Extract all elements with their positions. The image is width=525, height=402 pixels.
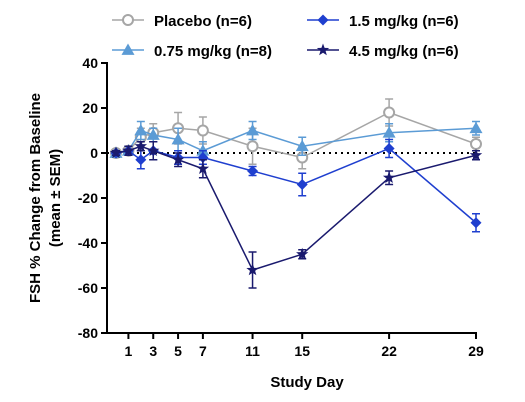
- data-point: [383, 106, 396, 119]
- data-point: [146, 128, 160, 140]
- series-0: [110, 98, 482, 170]
- data-point: [122, 144, 135, 157]
- data-point: [246, 263, 259, 276]
- x-tick-label: 1: [125, 343, 133, 359]
- legend-marker: [122, 14, 134, 26]
- data-point: [469, 148, 483, 161]
- data-point: [196, 144, 210, 156]
- x-tick-label: 7: [199, 343, 207, 359]
- legend-item-3: 4.5 mg/kg (n=6): [307, 43, 459, 60]
- data-point: [296, 179, 308, 190]
- x-tick-label: 29: [468, 343, 484, 359]
- y-tick-label: 40: [82, 55, 98, 71]
- x-tick-label: 3: [149, 343, 157, 359]
- data-point: [109, 146, 123, 159]
- plot-area: [109, 98, 483, 289]
- y-tick-label: 0: [90, 145, 98, 161]
- y-tick-label: -80: [78, 325, 98, 341]
- legend-label: 4.5 mg/kg (n=6): [349, 43, 459, 60]
- data-point: [470, 138, 482, 150]
- data-point: [196, 124, 209, 137]
- x-tick-label: 15: [294, 343, 310, 359]
- data-point: [135, 154, 147, 166]
- data-point: [246, 140, 259, 153]
- data-point: [469, 121, 483, 134]
- legend-label: 1.5 mg/kg (n=6): [349, 13, 459, 30]
- series-line: [115, 111, 477, 159]
- legend-marker: [316, 43, 330, 56]
- data-point: [147, 144, 160, 157]
- y-axis-label-line-1: FSH % Change from Baseline: [27, 93, 44, 303]
- series-3: [109, 139, 483, 289]
- data-point: [134, 139, 148, 152]
- data-point: [296, 247, 309, 260]
- series-line: [115, 145, 477, 271]
- legend-item-1: 0.75 mg/kg (n=8): [112, 43, 272, 60]
- chart-legend: Placebo (n=6) 0.75 mg/kg (n=8) 1.5 mg/kg (…: [112, 13, 459, 60]
- data-point: [246, 124, 260, 136]
- data-point: [196, 162, 210, 175]
- legend-item-0: Placebo (n=6): [112, 13, 252, 30]
- y-axis-label-line-2: (mean ± SEM): [47, 149, 64, 247]
- data-point: [470, 217, 482, 229]
- data-point: [295, 139, 309, 152]
- data-point: [171, 133, 185, 145]
- x-tick-label: 22: [381, 343, 397, 359]
- data-point: [171, 153, 185, 166]
- legend-marker: [121, 43, 135, 55]
- data-point: [382, 171, 396, 184]
- y-tick-label: -60: [78, 280, 98, 296]
- data-point: [134, 124, 148, 136]
- chart-axes: 40 20 0 -20 -40 -60 -80 1 3 5 7 11 15 22 29: [78, 55, 484, 359]
- legend-marker: [317, 14, 329, 26]
- x-axis-label: Study Day: [270, 374, 344, 391]
- series-line: [115, 147, 477, 224]
- legend-label: Placebo (n=6): [154, 13, 252, 30]
- y-axis-label: FSH % Change from Baseline (mean ± SEM): [27, 93, 64, 303]
- y-tick-label: 20: [82, 100, 98, 116]
- data-point: [247, 165, 259, 177]
- x-tick-label: 5: [174, 343, 182, 359]
- data-point: [383, 143, 395, 154]
- y-tick-label: -40: [78, 235, 98, 251]
- x-tick-label: 11: [245, 343, 260, 359]
- y-tick-label: -20: [78, 190, 98, 206]
- series-line: [115, 127, 477, 154]
- data-point: [382, 126, 396, 138]
- legend-label: 0.75 mg/kg (n=8): [154, 43, 272, 60]
- legend-item-2: 1.5 mg/kg (n=6): [307, 13, 459, 30]
